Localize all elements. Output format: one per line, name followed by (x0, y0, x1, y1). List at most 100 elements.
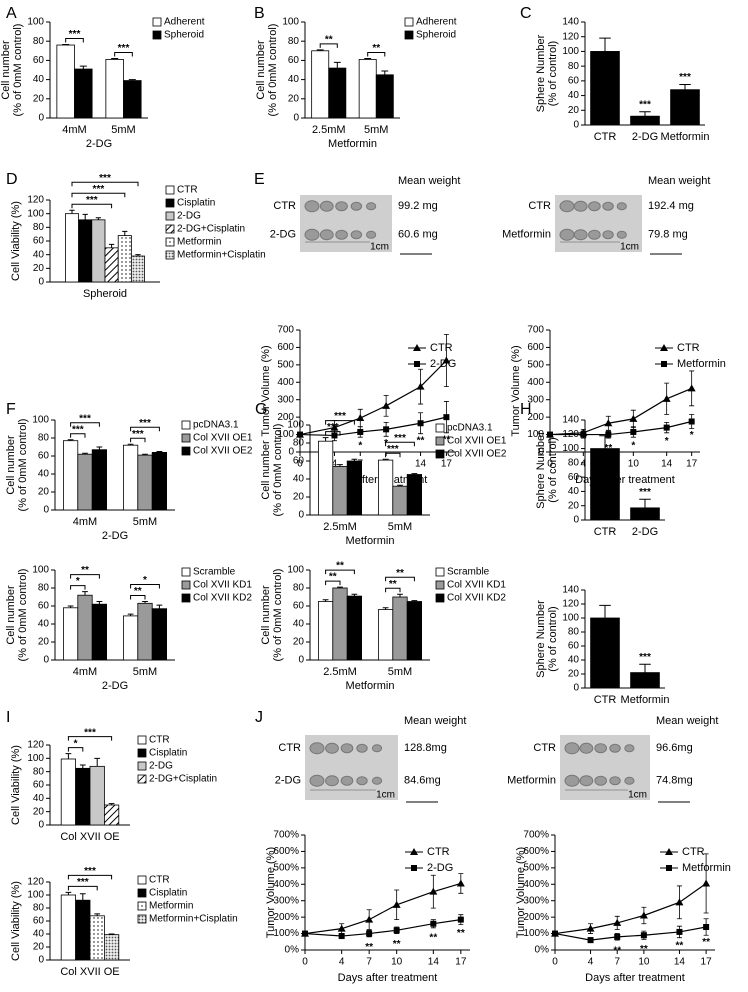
y-tick-label: 80 (288, 36, 300, 47)
error-bar (639, 663, 651, 673)
legend-swatch (137, 761, 147, 771)
significance-bracket (67, 874, 113, 880)
mean-weight: 84.6mg (404, 775, 441, 787)
marker (429, 887, 438, 895)
error-bar (397, 593, 403, 597)
y-tick-label: 100 (27, 753, 44, 764)
tumor (335, 201, 348, 212)
y-tick-label: 400% (273, 879, 299, 890)
marker (443, 414, 450, 421)
panel-label: E (254, 171, 265, 188)
y-tick-label: 40 (38, 469, 50, 480)
y-tick-label: 700 (527, 325, 544, 336)
error-bar (322, 437, 329, 442)
y-tick-label: 80 (293, 438, 305, 449)
x-tick-label: 7 (366, 957, 372, 968)
tumor (602, 201, 614, 211)
significance-bracket (325, 569, 355, 575)
marker (457, 916, 464, 923)
significance: *** (118, 43, 130, 54)
tumor (564, 774, 580, 787)
y-axis-label: Sphere Number (535, 34, 547, 112)
marker (357, 428, 364, 435)
y-tick-label: 20 (293, 637, 305, 648)
bar (317, 601, 334, 661)
bar (358, 59, 377, 119)
y-tick-label: 80 (33, 903, 45, 914)
bar (123, 80, 142, 119)
marker (383, 426, 390, 433)
y-tick-label: 60 (293, 601, 305, 612)
legend-label: Metformin (682, 862, 731, 874)
tumor (366, 230, 377, 239)
significance: *** (394, 433, 406, 444)
error-bar (142, 601, 148, 604)
legend-swatch (137, 748, 147, 758)
error-bar (599, 604, 611, 618)
x-tick-label: 10 (628, 459, 640, 470)
tumor (319, 200, 334, 212)
bar (77, 453, 93, 511)
marker (331, 432, 338, 439)
error-bar (94, 757, 101, 767)
x-axis-label: Metformin (328, 138, 377, 150)
x-axis-label: Days after treatment (575, 474, 675, 486)
legend-label: Col XVII KD2 (193, 593, 252, 604)
tumor (609, 776, 621, 786)
error-bar (599, 435, 611, 449)
panel-label: C (520, 5, 532, 22)
bar (63, 440, 79, 511)
x-tick-label: 4mM (73, 516, 97, 528)
y-axis-label: (% of 0mM control) (272, 424, 284, 517)
x-tick-label: Metformin (661, 131, 710, 143)
significance: *** (84, 866, 96, 877)
y-tick-label: 100 (32, 565, 49, 576)
tumor (602, 230, 614, 240)
significance-bracket (130, 437, 146, 443)
significance: * (665, 436, 669, 447)
x-tick-label: 2-DG (632, 131, 658, 143)
series-line (304, 882, 462, 935)
bar (375, 74, 394, 119)
x-tick-label: 14 (415, 459, 427, 470)
tumor (579, 742, 594, 754)
x-tick-label: CTR (594, 526, 617, 538)
x-axis-label: 2-DG (86, 138, 112, 150)
y-tick-label: 700% (273, 830, 299, 841)
y-tick-label: 0 (538, 447, 544, 458)
significance: ** (429, 932, 437, 943)
x-tick-label: Col XVII OE (60, 831, 119, 843)
y-tick-label: 100 (27, 17, 44, 28)
error-bar (135, 254, 141, 257)
y-axis-label: (% of 0mM control) (17, 569, 29, 662)
y-axis-label: Sphere Number (535, 431, 547, 509)
error-bar (322, 599, 329, 602)
legend-swatch (404, 30, 414, 40)
y-tick-label: 20 (568, 105, 580, 116)
x-tick-label: 2.5mM (323, 521, 357, 533)
x-tick-label: 2.5mM (323, 666, 357, 678)
tumor (325, 775, 339, 787)
row-label: Metformin (502, 229, 551, 241)
legend-label: Col XVII OE2 (447, 449, 507, 460)
bar (630, 672, 660, 689)
weight-title: Mean weight (404, 715, 466, 727)
y-tick-label: 0 (38, 955, 44, 966)
series-line (554, 882, 707, 935)
y-axis-label: (% of 0mM control) (272, 569, 284, 662)
marker (442, 356, 451, 364)
error-bar (96, 601, 103, 605)
marker (688, 418, 695, 425)
y-tick-label: 100 (527, 429, 544, 440)
legend-label: CTR (149, 875, 170, 886)
legend-swatch (435, 593, 445, 603)
significance-bracket (385, 576, 415, 582)
significance-bracket (70, 585, 86, 590)
error-bar (639, 111, 651, 117)
bar (406, 601, 423, 661)
error-bar (337, 586, 343, 588)
significance-bracket (385, 452, 401, 458)
row-label: CTR (273, 200, 296, 212)
mean-weight: 99.2 mg (398, 200, 438, 212)
legend-label: Scramble (447, 567, 490, 578)
